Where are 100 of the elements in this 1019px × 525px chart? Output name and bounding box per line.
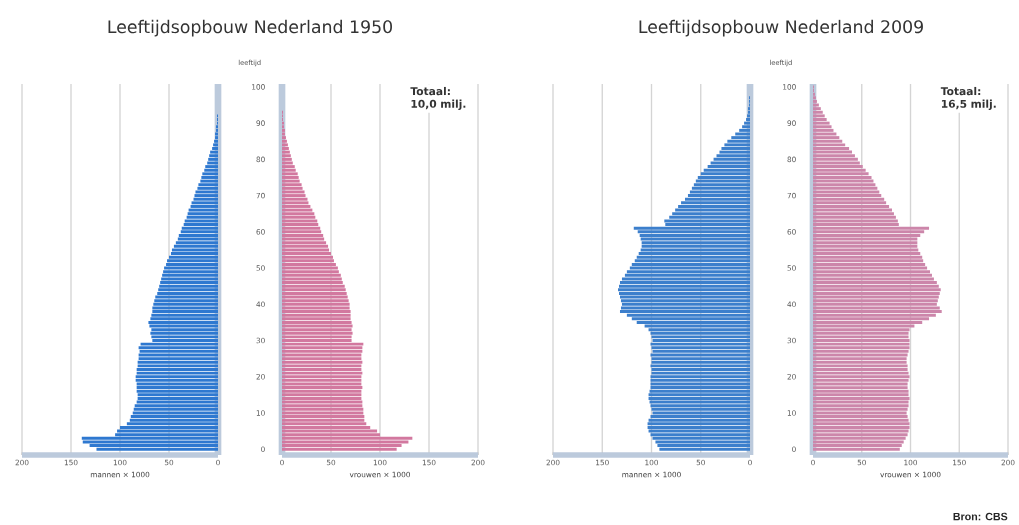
bar [649,389,751,393]
bar [689,190,751,194]
bar [282,324,353,328]
bar [813,342,910,346]
chart-title: Leeftijdsopbouw Nederland 2009 [639,19,923,37]
bar [744,121,751,125]
bar [282,299,349,303]
bar [618,288,751,292]
bar [180,230,218,234]
bar [282,357,362,361]
bar [282,335,352,339]
bar [813,440,904,444]
bar [675,208,751,212]
bar [813,310,942,314]
bar [813,230,925,234]
bar [649,400,751,404]
bar [813,266,928,270]
bar [282,393,362,397]
bar [626,270,751,274]
bar [813,143,846,147]
bar [181,226,218,230]
bar [282,233,324,237]
bar [215,136,218,140]
bar [282,418,365,422]
bar [619,281,751,285]
bar [813,288,941,292]
bar [813,194,882,198]
bar [130,415,218,419]
bar [282,284,345,288]
bar [282,429,378,433]
bar [282,194,306,198]
bar [746,118,751,121]
bar [695,179,751,183]
annotation: Totaal: 10,0 milj. [410,86,466,110]
bar [640,237,751,241]
bar [636,255,751,259]
bar [813,360,907,364]
bar [813,175,872,179]
bar [282,396,362,400]
bar [651,371,751,375]
bar [282,306,350,310]
bar [282,389,362,393]
bar [129,418,218,422]
bar [813,96,816,100]
bar [813,114,825,118]
bar [637,230,751,234]
bar [651,335,751,339]
bar [282,161,293,165]
bar [650,342,751,346]
bar [813,241,918,245]
bar [282,411,364,415]
bar [282,168,296,172]
bar [175,241,218,245]
bar [282,147,289,150]
bar [813,425,910,429]
bar [620,306,751,310]
bar [137,393,218,397]
bar [697,175,751,179]
bar [136,400,218,404]
bar [813,208,892,212]
bar [648,418,751,422]
bar [647,425,751,429]
bar [117,429,218,433]
bar [700,172,751,176]
bar [703,168,751,172]
bar [813,389,909,393]
bar [813,436,906,440]
bar [282,226,321,230]
bar [629,266,751,270]
bar [137,360,218,364]
bar [282,262,336,266]
bar [651,346,751,350]
bar [813,226,930,230]
bar [813,433,908,437]
bar [282,342,364,346]
bar [650,331,751,335]
bar [150,317,218,321]
bar [813,252,921,256]
bar [151,313,218,317]
bar [813,125,832,129]
bar [813,237,918,241]
bar [282,317,351,321]
bar [134,404,218,408]
bar [624,273,751,277]
bar [619,284,751,288]
bar [135,375,218,379]
bar [282,241,327,245]
bar [282,404,363,408]
bar [282,201,309,205]
bar [619,295,751,299]
bar [159,284,218,288]
bar [136,386,218,390]
bar [724,143,751,147]
bar [657,444,751,448]
bar [213,143,218,147]
bar [140,342,218,346]
bar [813,404,909,408]
bar [282,328,352,332]
bar [282,208,313,212]
bar [621,277,751,281]
